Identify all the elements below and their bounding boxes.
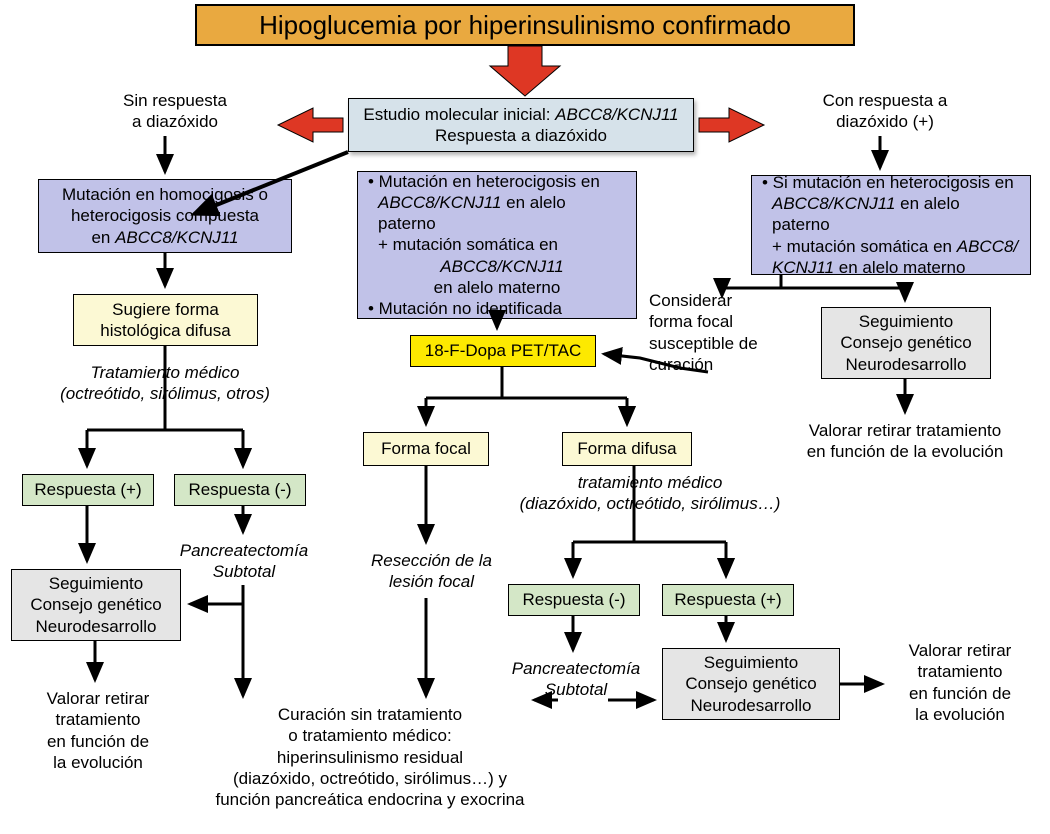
re-l1: Resección de la: [354, 550, 509, 571]
lp-l3: en ABCC8/KCNJ11: [91, 227, 238, 248]
title-text: Hipoglucemia por hiperinsulinismo confir…: [259, 9, 791, 42]
tm-l2: (diazóxido, octreótido, sirólimus…): [500, 493, 800, 514]
pet-text: 18-F-Dopa PET/TAC: [425, 340, 582, 361]
left-resp-pos: Respuesta (+): [22, 474, 154, 506]
lp-l1: Mutación en homocigosis o: [62, 184, 268, 205]
cu-l5: función pancreática endocrina y exocrina: [215, 789, 525, 810]
tm-l1: tratamiento médico: [500, 472, 800, 493]
top-center-box: Estudio molecular inicial: ABCC8/KCNJ11 …: [348, 98, 694, 152]
lpa-l1: Pancreatectomía: [164, 540, 324, 561]
center-follow-box: Seguimiento Consejo genético Neurodesarr…: [662, 648, 840, 720]
right-valorar-text: Valorar retirar tratamiento en función d…: [890, 640, 1030, 725]
lv-l3: en función de: [28, 731, 168, 752]
center-resp-pos: Respuesta (+): [662, 584, 794, 616]
consider-text: Considerar forma focal susceptible de cu…: [649, 290, 789, 375]
cu-l2: o tratamiento médico:: [215, 725, 525, 746]
top-right-l1: Con respuesta a: [785, 90, 985, 111]
lv-l2: tratamiento: [28, 709, 168, 730]
left-valorar-text: Valorar retirar tratamiento en función d…: [28, 688, 168, 773]
resec-text: Resección de la lesión focal: [354, 550, 509, 593]
cu-l1: Curación sin tratamiento: [215, 704, 525, 725]
left-purple-box: Mutación en homocigosis o heterocigosis …: [38, 179, 292, 253]
crn: Respuesta (-): [523, 589, 626, 610]
center-purple-box: • Mutación en heterocigosis en ABCC8/KCN…: [357, 171, 637, 319]
center-panc-text: Pancreatectomía Subtotal: [496, 658, 656, 701]
difusa-t: Forma difusa: [577, 438, 676, 459]
cf-l2: Consejo genético: [685, 673, 816, 694]
right-purple-box: • Si mutación en heterocigosis en ABCC8/…: [751, 175, 1031, 275]
cp-l2: ABCC8/KCNJ11 en alelo paterno: [368, 192, 626, 235]
co-l4: curación: [649, 354, 789, 375]
difusa-box: Forma difusa: [562, 432, 692, 466]
cpa-l2: Subtotal: [496, 679, 656, 700]
lm-l2: (octreótido, sirólimus, otros): [35, 383, 295, 404]
rf-l3: Neurodesarrollo: [846, 354, 967, 375]
lc-l1: Sugiere forma: [112, 299, 219, 320]
cp-l4: ABCC8/KCNJ11: [430, 256, 563, 277]
right-valorar-full: Valorar retirar tratamiento en función d…: [780, 420, 1030, 463]
top-left-text: Sin respuesta a diazóxido: [90, 90, 260, 133]
top-left-l1: Sin respuesta: [90, 90, 260, 111]
rvf-l1: Valorar retirar tratamiento: [780, 420, 1030, 441]
title-box: Hipoglucemia por hiperinsulinismo confir…: [195, 4, 855, 46]
rf-l2: Consejo genético: [840, 332, 971, 353]
lp-l2: heterocigosis compuesta: [71, 205, 259, 226]
rp-l4: KCNJ11 en alelo materno: [762, 257, 965, 278]
lf-l1: Seguimiento: [49, 573, 144, 594]
lv-l1: Valorar retirar: [28, 688, 168, 709]
cf-l3: Neurodesarrollo: [691, 695, 812, 716]
rv-l2: tratamiento: [890, 661, 1030, 682]
trat-med-text: tratamiento médico (diazóxido, octreótid…: [500, 472, 800, 515]
co-l1: Considerar: [649, 290, 789, 311]
lv-l4: la evolución: [28, 752, 168, 773]
rvf-l2: en función de la evolución: [780, 441, 1030, 462]
lrp: Respuesta (+): [34, 479, 141, 500]
center-resp-neg: Respuesta (-): [508, 584, 640, 616]
rf-l1: Seguimiento: [859, 311, 954, 332]
crp: Respuesta (+): [674, 589, 781, 610]
cp-l6: • Mutación no identificada: [368, 298, 562, 319]
focal-box: Forma focal: [363, 432, 489, 466]
co-l2: forma focal: [649, 311, 789, 332]
cf-l1: Seguimiento: [704, 652, 799, 673]
left-med-text: Tratamiento médico (octreótido, sirólimu…: [35, 362, 295, 405]
re-l2: lesión focal: [354, 571, 509, 592]
lpa-l2: Subtotal: [164, 561, 324, 582]
cu-l3: hiperinsulinismo residual: [215, 747, 525, 768]
lc-l2: histológica difusa: [100, 320, 230, 341]
left-panc-text: Pancreatectomía Subtotal: [164, 540, 324, 583]
rp-l1: • Si mutación en heterocigosis en: [762, 172, 1014, 193]
rv-l1: Valorar retirar: [890, 640, 1030, 661]
top-right-l2: diazóxido (+): [785, 111, 985, 132]
focal-t: Forma focal: [381, 438, 471, 459]
top-left-l2: a diazóxido: [90, 111, 260, 132]
cp-l5: en alelo materno: [434, 277, 561, 298]
co-l3: susceptible de: [649, 333, 789, 354]
lrn: Respuesta (-): [189, 479, 292, 500]
curacion-text: Curación sin tratamiento o tratamiento m…: [215, 704, 525, 810]
top-right-text: Con respuesta a diazóxido (+): [785, 90, 985, 133]
rp-l2: ABCC8/KCNJ11 en alelo paterno: [762, 193, 1020, 236]
cpa-l1: Pancreatectomía: [496, 658, 656, 679]
lf-l3: Neurodesarrollo: [36, 616, 157, 637]
rp-l3: + mutación somática en ABCC8/: [762, 236, 1018, 257]
cp-l3: + mutación somática en: [368, 234, 558, 255]
cp-l1: • Mutación en heterocigosis en: [368, 171, 600, 192]
left-resp-neg: Respuesta (-): [174, 474, 306, 506]
right-follow-box: Seguimiento Consejo genético Neurodesarr…: [821, 307, 991, 379]
rv-l4: la evolución: [890, 704, 1030, 725]
lm-l1: Tratamiento médico: [35, 362, 295, 383]
top-center-l1: Estudio molecular inicial: ABCC8/KCNJ11: [363, 104, 678, 125]
left-follow-box: Seguimiento Consejo genético Neurodesarr…: [11, 569, 181, 641]
cu-l4: (diazóxido, octreótido, sirólimus…) y: [215, 768, 525, 789]
pet-box: 18-F-Dopa PET/TAC: [410, 335, 596, 367]
top-center-l2: Respuesta a diazóxido: [435, 125, 607, 146]
lf-l2: Consejo genético: [30, 594, 161, 615]
left-cream-box: Sugiere forma histológica difusa: [73, 294, 258, 346]
rv-l3: en función de: [890, 683, 1030, 704]
